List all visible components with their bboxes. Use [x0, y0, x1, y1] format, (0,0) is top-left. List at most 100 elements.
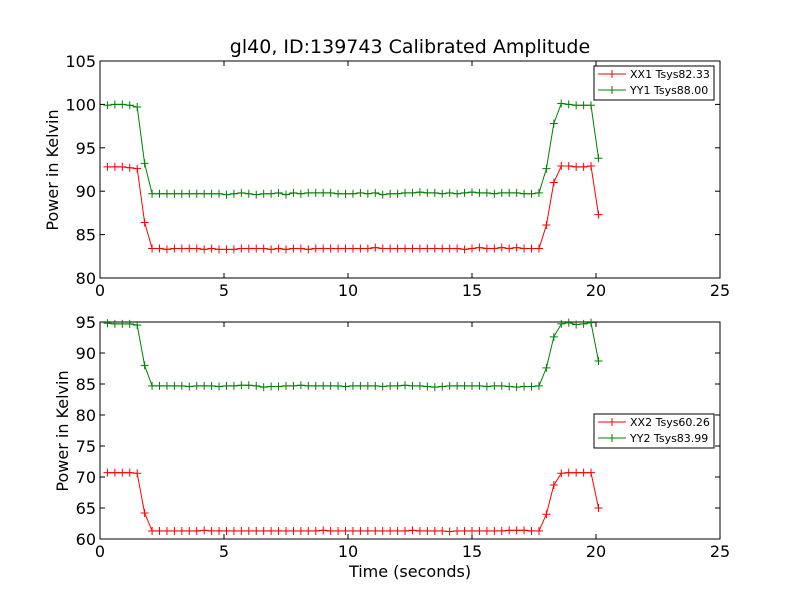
top-data-point — [378, 244, 387, 253]
top-data-point — [319, 188, 328, 197]
top-data-point — [542, 221, 551, 230]
bottom-data-point — [140, 361, 149, 370]
top-data-point — [162, 189, 171, 198]
top-y-tick-label: 105 — [65, 52, 96, 71]
top-data-point — [148, 244, 157, 253]
top-x-tick-label: 5 — [219, 281, 229, 300]
bottom-data-point — [594, 357, 603, 366]
bottom-data-point — [475, 381, 484, 390]
bottom-x-tick-label: 15 — [462, 542, 482, 561]
top-data-point — [520, 244, 529, 253]
bottom-data-point — [155, 526, 164, 535]
legend-marker-yy1 — [608, 86, 616, 94]
bottom-y-axis-label: Power in Kelvin — [53, 370, 72, 491]
bottom-data-point — [527, 382, 536, 391]
bottom-y-tick-label: 60 — [76, 530, 96, 549]
bottom-data-point — [244, 381, 253, 390]
top-data-point — [490, 244, 499, 253]
bottom-data-point — [445, 381, 454, 390]
bottom-legend: XX2 Tsys60.26 YY2 Tsys83.99 — [593, 413, 715, 449]
top-data-point — [118, 100, 127, 109]
top-data-point — [408, 244, 417, 253]
bottom-data-point — [490, 526, 499, 535]
bottom-data-point — [408, 526, 417, 535]
bottom-data-point — [177, 526, 186, 535]
bottom-data-point — [148, 381, 157, 390]
top-data-point — [252, 190, 261, 199]
bottom-data-point — [512, 383, 521, 392]
bottom-x-tick-label: 25 — [710, 542, 730, 561]
top-y-tick-label: 90 — [76, 182, 96, 201]
bottom-data-point — [401, 381, 410, 390]
top-data-point — [356, 244, 365, 253]
bottom-data-point — [475, 526, 484, 535]
bottom-data-point — [557, 469, 566, 478]
top-data-point — [587, 101, 596, 110]
bottom-data-point — [192, 381, 201, 390]
top-data-point — [371, 188, 380, 197]
top-data-point — [334, 189, 343, 198]
top-data-point — [356, 188, 365, 197]
top-data-point — [341, 244, 350, 253]
top-data-point — [564, 162, 573, 171]
top-data-point — [542, 164, 551, 173]
top-data-point — [401, 244, 410, 253]
bottom-data-point — [192, 526, 201, 535]
bottom-data-point — [118, 319, 127, 328]
top-axis-ticks: 0 5 10 15 20 25 80 85 90 95 100 105 — [65, 52, 730, 300]
bottom-data-point — [520, 382, 529, 391]
bottom-data-point — [408, 381, 417, 390]
bottom-y-tick-label: 65 — [76, 499, 96, 518]
top-data-point — [110, 100, 119, 109]
bottom-data-point — [177, 381, 186, 390]
top-data-point — [430, 188, 439, 197]
bottom-data-point — [148, 526, 157, 535]
bottom-legend-box — [593, 413, 715, 449]
bottom-data-point — [453, 526, 462, 535]
top-data-point — [222, 245, 231, 254]
top-data-point — [215, 245, 224, 254]
top-y-tick-label: 80 — [76, 269, 96, 288]
bottom-data-point — [438, 382, 447, 391]
top-data-point — [289, 244, 298, 253]
bottom-data-point — [460, 381, 469, 390]
bottom-data-point — [393, 381, 402, 390]
top-data-point — [304, 188, 313, 197]
top-data-point — [520, 189, 529, 198]
bottom-data-point — [482, 382, 491, 391]
legend-marker-xx2 — [608, 418, 616, 426]
bottom-data-point — [386, 526, 395, 535]
bottom-data-point — [549, 481, 558, 490]
bottom-data-point — [520, 526, 529, 535]
bottom-data-point — [579, 468, 588, 477]
top-data-point — [155, 189, 164, 198]
top-data-point — [512, 188, 521, 197]
top-data-point — [534, 244, 543, 253]
chart-title: gl40, ID:139743 Calibrated Amplitude — [230, 36, 590, 58]
top-data-point — [363, 244, 372, 253]
bottom-data-point — [527, 526, 536, 535]
bottom-data-point — [468, 381, 476, 390]
bottom-data-point — [289, 526, 298, 535]
bottom-data-point — [460, 526, 469, 535]
top-data-point — [140, 159, 149, 168]
bottom-data-point — [185, 526, 194, 535]
bottom-x-tick-label: 10 — [338, 542, 358, 561]
top-data-point — [393, 189, 402, 198]
bottom-data-point — [468, 526, 476, 535]
top-data-point — [207, 244, 216, 253]
bottom-x-tick-label: 5 — [219, 542, 229, 561]
top-data-point — [430, 244, 439, 253]
bottom-data-point — [200, 381, 209, 390]
bottom-data-point — [415, 526, 424, 535]
top-data-point — [401, 188, 410, 197]
top-x-tick-label: 20 — [586, 281, 606, 300]
bottom-data-point — [311, 526, 320, 535]
bottom-y-tick-label: 85 — [76, 375, 96, 394]
bottom-data-point — [587, 468, 596, 477]
x-axis-label: Time (seconds) — [348, 562, 471, 581]
bottom-data-point — [453, 381, 462, 390]
bottom-data-point — [289, 381, 298, 390]
bottom-data-point — [296, 526, 305, 535]
top-data-point — [140, 218, 149, 227]
